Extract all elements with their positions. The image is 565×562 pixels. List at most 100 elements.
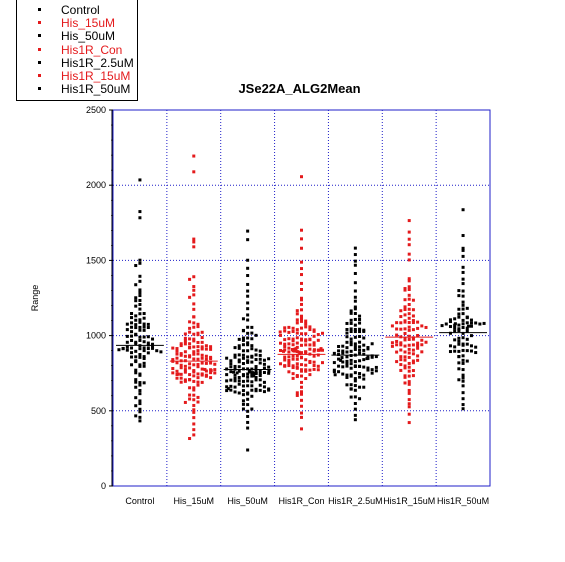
data-point (461, 312, 465, 316)
data-point (407, 307, 411, 311)
data-point (370, 368, 374, 372)
data-point (250, 331, 254, 335)
data-point (196, 372, 200, 376)
data-point (333, 373, 337, 377)
data-point (407, 402, 411, 406)
data-point (241, 373, 245, 377)
data-point (200, 345, 204, 349)
data-point (390, 344, 394, 348)
data-point (246, 349, 250, 353)
data-point (258, 371, 262, 375)
data-point (196, 325, 200, 329)
data-point (358, 397, 362, 401)
data-point (279, 362, 282, 366)
data-point (252, 374, 256, 378)
data-point (403, 350, 407, 354)
data-point (250, 388, 254, 392)
legend-marker (38, 74, 41, 77)
data-point (175, 352, 179, 356)
data-point (465, 321, 469, 325)
data-point (134, 304, 138, 308)
data-point (300, 343, 303, 347)
legend-label: His_15uM (61, 16, 116, 31)
data-point (469, 349, 473, 353)
data-point (461, 318, 465, 322)
data-point (353, 323, 357, 327)
data-point (246, 341, 250, 345)
data-point (196, 395, 200, 399)
data-point (254, 375, 258, 379)
y-tick-label: 1000 (86, 331, 106, 341)
data-point (225, 356, 229, 360)
data-point (246, 307, 250, 311)
data-point (358, 327, 362, 331)
data-point (300, 314, 303, 318)
data-point (403, 355, 407, 359)
data-point (403, 332, 407, 336)
data-point (138, 302, 142, 306)
data-point (287, 346, 291, 350)
data-point (279, 333, 282, 337)
data-point (295, 321, 299, 325)
data-point (304, 343, 308, 347)
data-point (407, 312, 411, 316)
data-point (461, 379, 465, 383)
data-point (312, 343, 316, 347)
data-point (246, 409, 250, 413)
data-point (353, 305, 357, 309)
data-point (349, 362, 353, 366)
data-point (134, 299, 138, 303)
data-point (461, 331, 465, 335)
data-point (290, 348, 294, 352)
data-point (130, 311, 134, 315)
data-point (461, 403, 465, 407)
data-point (192, 388, 196, 392)
data-point (416, 358, 420, 362)
data-point (457, 336, 461, 340)
data-point (192, 321, 196, 325)
data-point (370, 354, 374, 358)
data-point (134, 296, 138, 300)
data-point (291, 372, 295, 376)
data-point (300, 267, 303, 271)
data-point (407, 365, 411, 369)
legend-label: His1R_2.5uM (61, 55, 134, 70)
data-point (258, 369, 262, 373)
data-point (258, 383, 262, 387)
data-point (353, 371, 357, 375)
data-point (287, 337, 291, 341)
data-point (196, 400, 200, 404)
data-point (237, 360, 241, 364)
data-point (469, 324, 473, 328)
data-point (403, 287, 407, 291)
data-point (353, 289, 357, 293)
data-point (440, 324, 444, 328)
data-point (241, 379, 245, 383)
data-point (345, 364, 349, 368)
data-point (349, 340, 353, 344)
data-point (465, 329, 469, 333)
data-point (461, 358, 465, 362)
data-point (142, 340, 146, 344)
data-point (403, 364, 407, 368)
data-point (262, 385, 266, 389)
data-point (196, 380, 200, 384)
data-point (300, 308, 303, 312)
data-point (295, 341, 299, 345)
data-point (200, 380, 204, 384)
data-point (225, 379, 229, 383)
data-point (142, 364, 146, 368)
data-point (407, 382, 411, 386)
data-point (424, 325, 428, 329)
data-point (192, 416, 196, 420)
data-point (188, 393, 192, 397)
data-point (345, 355, 349, 359)
y-tick-label: 2500 (86, 105, 106, 115)
data-point (287, 359, 291, 363)
data-point (142, 381, 146, 385)
data-point (411, 298, 415, 302)
data-point (134, 385, 138, 389)
data-point (283, 355, 287, 359)
data-point (358, 359, 362, 363)
data-point (287, 355, 291, 359)
